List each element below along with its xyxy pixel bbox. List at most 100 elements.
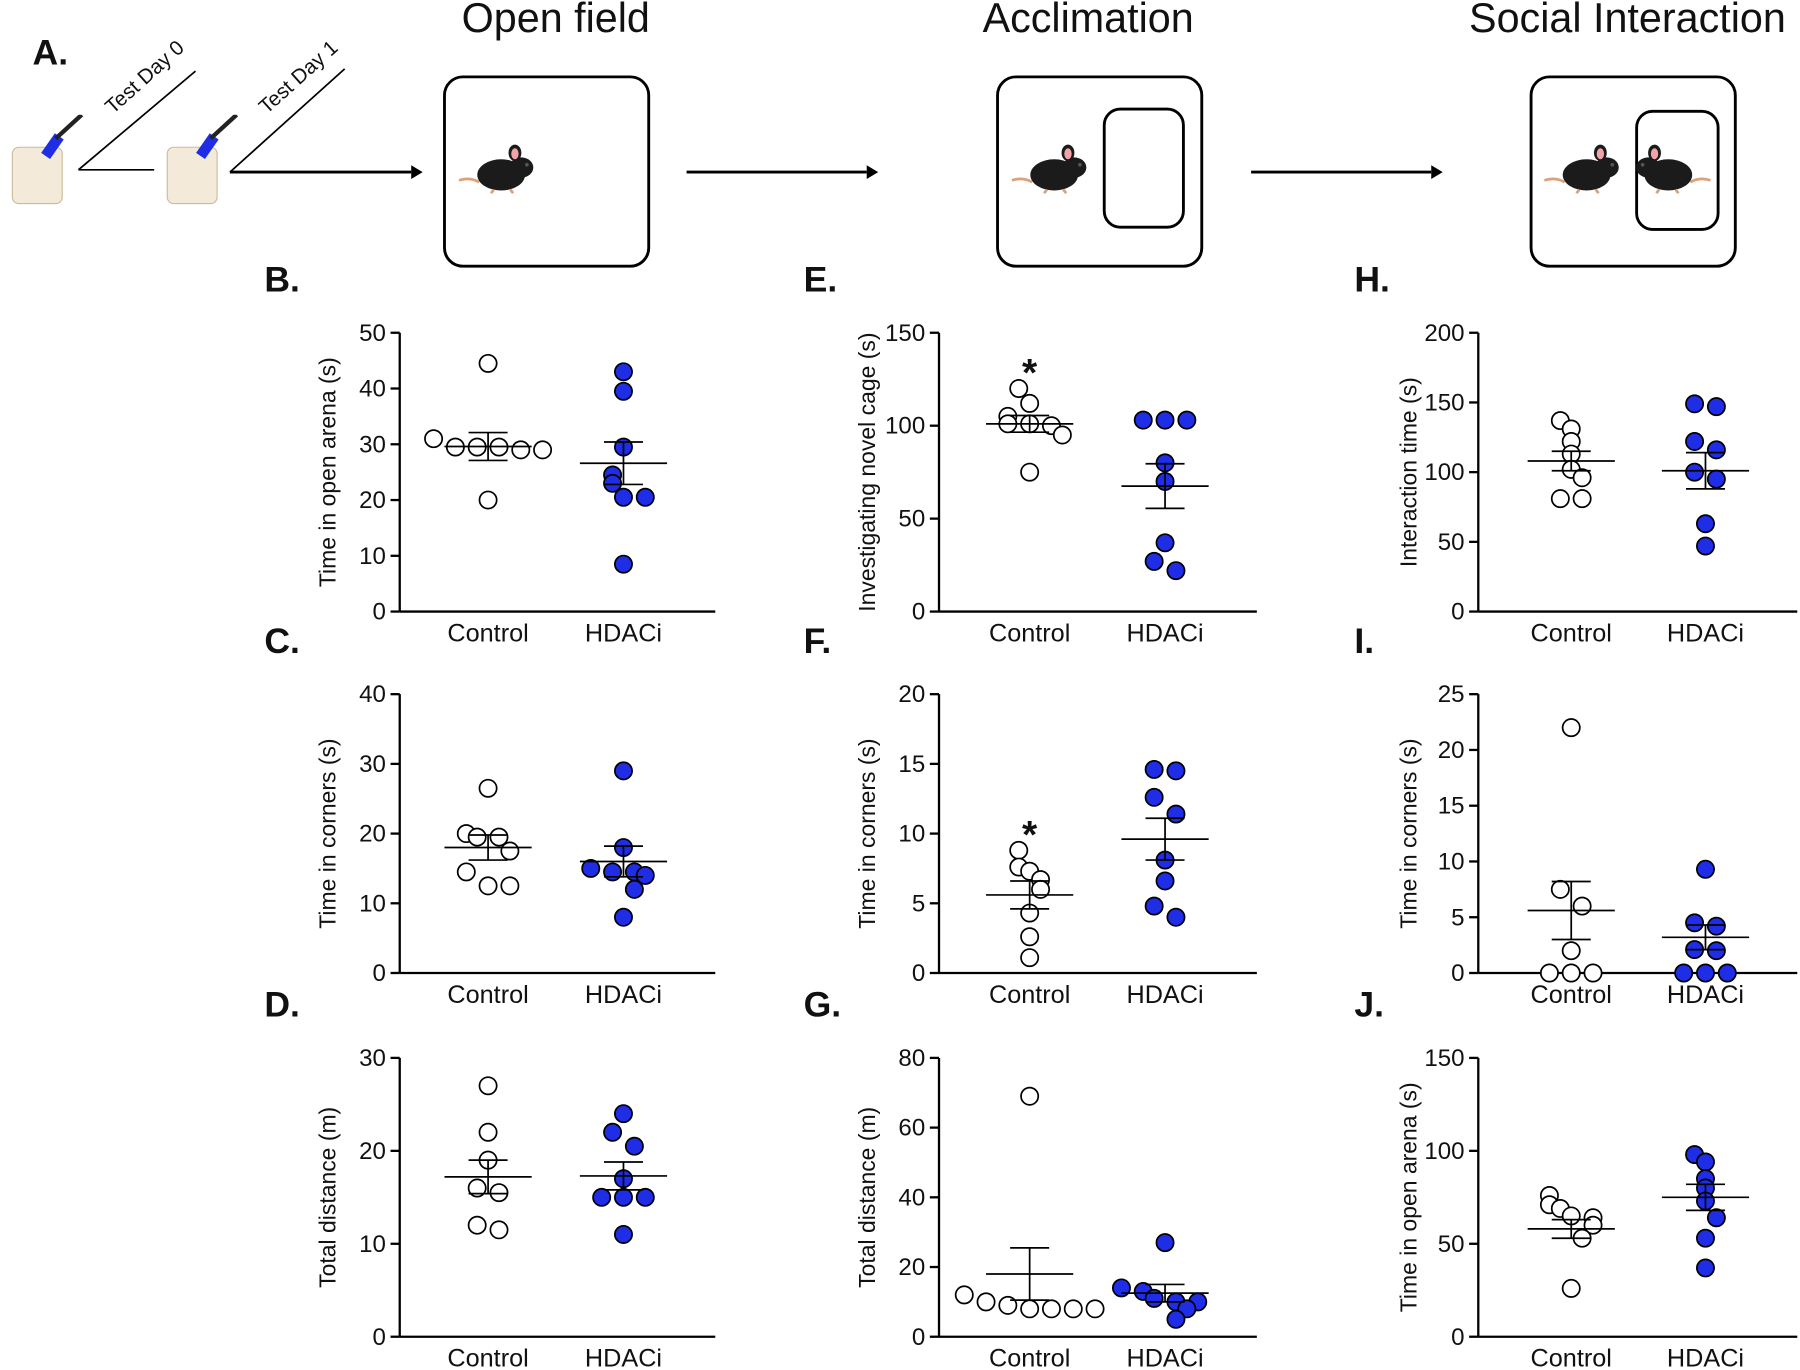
data-point <box>614 1104 633 1124</box>
sem-bar <box>1685 924 1725 951</box>
y-tick-label: 50 <box>1438 1231 1465 1258</box>
data-point <box>1166 561 1186 581</box>
x-tick-label: Control <box>1531 619 1612 647</box>
data-point <box>1696 859 1715 879</box>
data-point <box>1706 1208 1726 1228</box>
panel-letter: J. <box>1354 985 1384 1025</box>
panel-letter: C. <box>264 621 300 661</box>
data-point <box>1144 759 1164 779</box>
x-tick-label: HDACi <box>1667 1345 1744 1370</box>
y-tick-label: 40 <box>359 681 386 708</box>
y-tick-label: 20 <box>1438 737 1465 764</box>
panel: F. 0 5 10 15 20 Time in corners (s) Control HDAC… <box>804 621 1257 1009</box>
data-point <box>1155 533 1175 553</box>
x-tick-label: HDACi <box>1126 619 1203 647</box>
connector <box>229 68 346 173</box>
panel: D. 0 10 20 30 Total distance (m) Control HDACi <box>264 985 716 1370</box>
data-point <box>1166 761 1186 781</box>
significance: * <box>1022 814 1038 857</box>
data-point <box>1009 379 1029 398</box>
data-point <box>1696 1228 1715 1248</box>
y-tick-label: 20 <box>359 1138 386 1165</box>
sem-bar <box>1685 451 1725 490</box>
data-point <box>635 865 655 885</box>
x-tick-label: HDACi <box>1667 619 1744 647</box>
y-tick-label: 100 <box>1424 1138 1464 1165</box>
sem-bar <box>468 431 508 462</box>
data-point <box>624 879 644 899</box>
y-tick-label: 15 <box>1438 793 1465 820</box>
data-point <box>467 1215 487 1235</box>
stage-title: Acclimation <box>983 0 1194 41</box>
data-point <box>1696 536 1715 556</box>
sem-bar <box>1010 414 1050 434</box>
data-point <box>533 440 553 460</box>
data-point <box>1685 432 1705 451</box>
y-tick-label: 0 <box>1451 599 1464 626</box>
data-point <box>1177 410 1197 430</box>
data-point <box>614 907 633 927</box>
y-tick-label: 20 <box>359 487 386 514</box>
y-tick-label: 0 <box>373 960 386 987</box>
data-point <box>1706 941 1726 961</box>
y-axis-label: Time in open arena (s) <box>1395 1082 1421 1312</box>
data-point <box>489 827 509 847</box>
x-tick-label: HDACi <box>1126 1345 1203 1370</box>
y-axis-label: Investigating novel cage (s) <box>854 333 880 612</box>
cage <box>1102 107 1185 229</box>
x-tick-label: Control <box>447 1345 528 1370</box>
x-tick-label: HDACi <box>1667 981 1744 1009</box>
sem-bar <box>1551 1218 1591 1240</box>
data-point <box>1166 804 1186 824</box>
data-point <box>614 1187 633 1207</box>
panel-letter: A. <box>33 32 69 72</box>
data-point <box>1144 896 1164 916</box>
data-point <box>1696 963 1715 983</box>
data-point <box>478 1076 498 1096</box>
data-point <box>603 1122 623 1142</box>
panel-letter: G. <box>804 985 842 1025</box>
data-point <box>998 1295 1018 1315</box>
y-tick-label: 30 <box>359 1045 386 1072</box>
x-tick-label: HDACi <box>585 619 662 647</box>
data-point <box>1155 871 1175 891</box>
arena <box>1529 75 1737 268</box>
significance: * <box>1022 352 1038 395</box>
data-point <box>1020 1299 1040 1319</box>
y-axis-label: Time in corners (s) <box>1395 738 1421 928</box>
x-tick-label: Control <box>1531 981 1612 1009</box>
data-point <box>1696 1258 1715 1278</box>
data-point <box>1696 1152 1715 1172</box>
data-point <box>1155 410 1175 430</box>
data-point <box>614 554 633 574</box>
data-point <box>478 1122 498 1142</box>
data-point <box>1572 489 1592 509</box>
data-point <box>614 487 633 507</box>
data-point <box>1717 963 1737 983</box>
y-tick-label: 0 <box>1451 1324 1464 1351</box>
data-point <box>1561 718 1581 738</box>
y-axis-label: Total distance (m) <box>854 1107 880 1288</box>
x-tick-label: Control <box>447 619 528 647</box>
arena <box>443 75 651 268</box>
y-tick-label: 150 <box>1424 1045 1464 1072</box>
y-tick-label: 10 <box>359 1231 386 1258</box>
y-tick-label: 30 <box>359 751 386 778</box>
sem-bar <box>1551 450 1591 472</box>
y-tick-label: 0 <box>912 599 925 626</box>
data-point <box>489 1220 509 1240</box>
y-tick-label: 10 <box>359 543 386 570</box>
panel: H. 0 50 100 150 200 Interaction time (s) Contro… <box>1354 259 1798 647</box>
y-tick-label: 60 <box>898 1115 925 1142</box>
data-point <box>1539 963 1559 983</box>
y-tick-label: 10 <box>359 890 386 917</box>
y-tick-label: 80 <box>898 1045 925 1072</box>
sem-bar <box>1145 462 1185 510</box>
data-point <box>1561 941 1581 961</box>
sem-bar <box>603 441 643 486</box>
y-tick-label: 50 <box>359 320 386 347</box>
y-axis-label: Interaction time (s) <box>1395 377 1421 567</box>
data-point <box>1674 963 1694 983</box>
mouse <box>1010 143 1088 195</box>
